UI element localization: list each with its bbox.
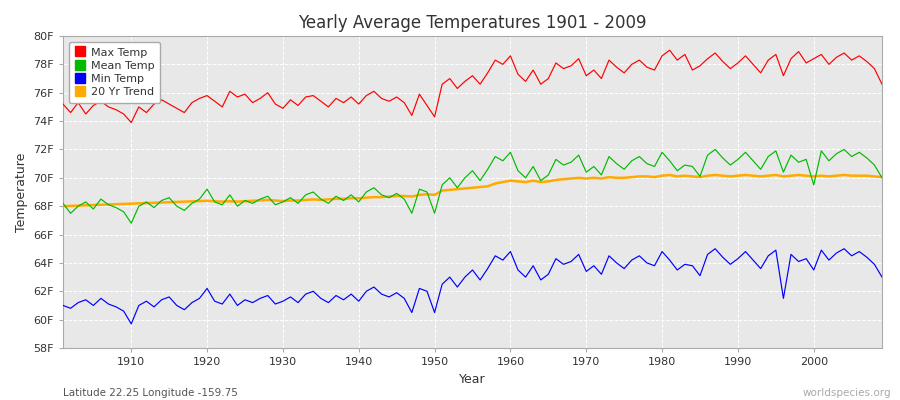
X-axis label: Year: Year <box>459 372 486 386</box>
Min Temp <box>604 254 615 258</box>
20 Yr Trend <box>58 204 68 208</box>
Max Temp <box>338 100 349 105</box>
Legend: Max Temp, Mean Temp, Min Temp, 20 Yr Trend: Max Temp, Mean Temp, Min Temp, 20 Yr Tre… <box>68 42 160 103</box>
Mean Temp <box>126 221 137 226</box>
Title: Yearly Average Temperatures 1901 - 2009: Yearly Average Temperatures 1901 - 2009 <box>298 14 647 32</box>
20 Yr Trend <box>505 178 516 183</box>
20 Yr Trend <box>118 202 129 206</box>
Mean Temp <box>710 147 721 152</box>
Min Temp <box>505 249 516 254</box>
Min Temp <box>338 297 349 302</box>
Line: Min Temp: Min Temp <box>63 249 882 324</box>
Min Temp <box>513 268 524 272</box>
Max Temp <box>877 82 887 87</box>
Line: Max Temp: Max Temp <box>63 50 882 122</box>
Max Temp <box>604 58 615 62</box>
Mean Temp <box>338 198 349 203</box>
Mean Temp <box>505 150 516 155</box>
Min Temp <box>58 303 68 308</box>
Max Temp <box>126 120 137 125</box>
Max Temp <box>513 72 524 77</box>
Mean Temp <box>604 154 615 159</box>
Mean Temp <box>877 176 887 180</box>
20 Yr Trend <box>285 198 296 203</box>
Line: 20 Yr Trend: 20 Yr Trend <box>63 175 882 206</box>
20 Yr Trend <box>877 175 887 180</box>
20 Yr Trend <box>664 172 675 177</box>
Mean Temp <box>118 210 129 214</box>
Max Temp <box>664 48 675 52</box>
Mean Temp <box>513 168 524 173</box>
Min Temp <box>126 322 137 326</box>
20 Yr Trend <box>330 196 341 201</box>
Max Temp <box>505 54 516 58</box>
Min Temp <box>710 246 721 251</box>
Min Temp <box>118 309 129 314</box>
Text: Latitude 22.25 Longitude -159.75: Latitude 22.25 Longitude -159.75 <box>63 388 238 398</box>
Line: Mean Temp: Mean Temp <box>63 150 882 223</box>
Mean Temp <box>292 201 303 206</box>
Min Temp <box>292 300 303 305</box>
Min Temp <box>877 275 887 280</box>
Max Temp <box>118 112 129 116</box>
Max Temp <box>292 103 303 108</box>
Max Temp <box>58 102 68 106</box>
Y-axis label: Temperature: Temperature <box>14 152 28 232</box>
Text: worldspecies.org: worldspecies.org <box>803 388 891 398</box>
20 Yr Trend <box>498 180 508 184</box>
20 Yr Trend <box>596 176 607 181</box>
Mean Temp <box>58 201 68 206</box>
